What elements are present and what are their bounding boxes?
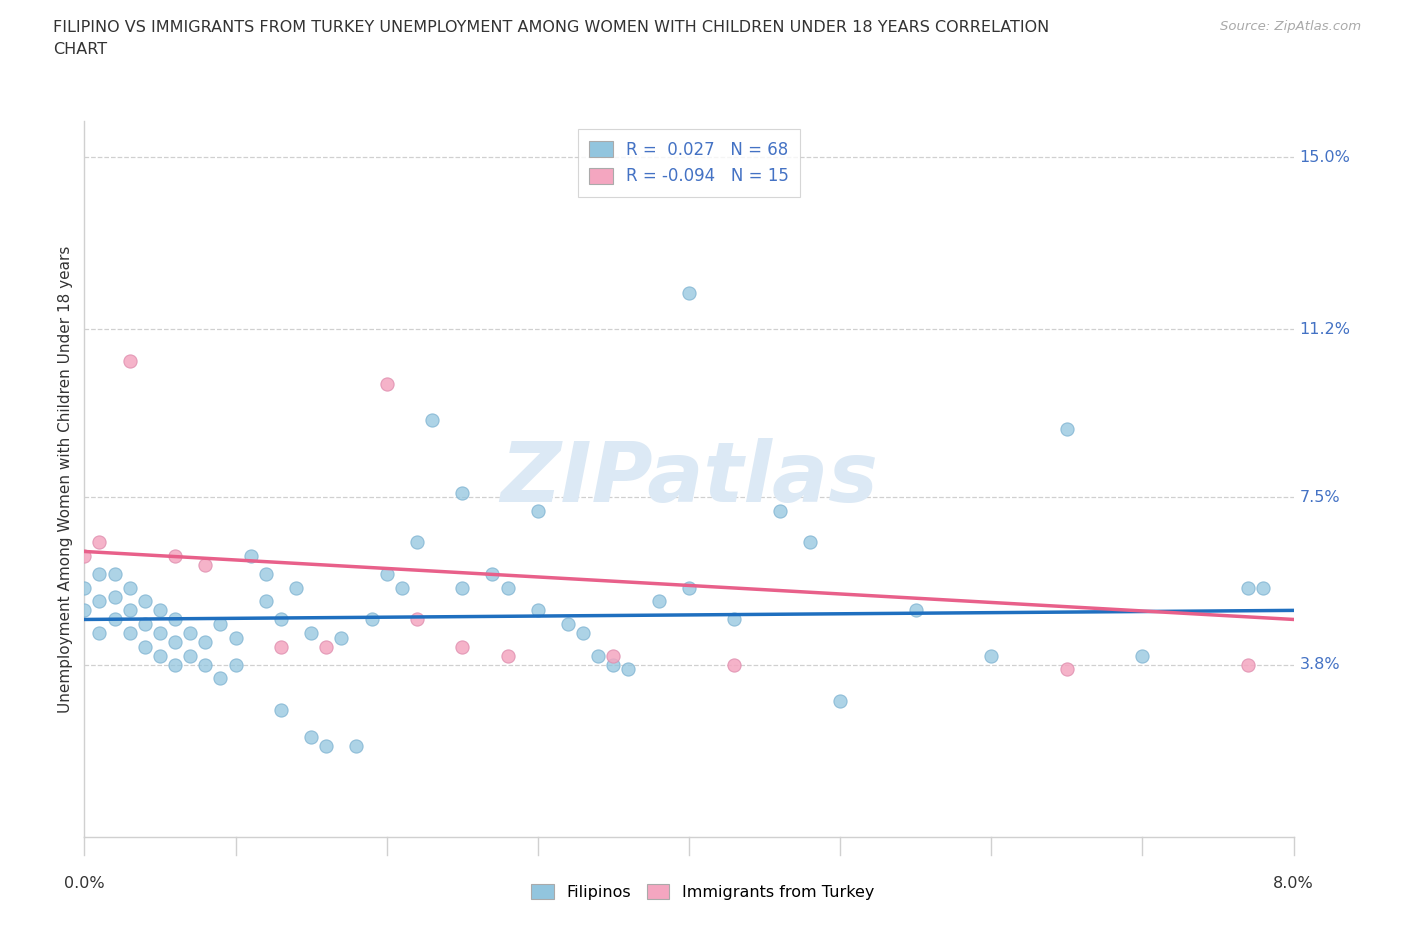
Point	[104, 566, 127, 581]
Point	[165, 634, 187, 649]
Point	[118, 626, 141, 641]
Point	[799, 535, 821, 550]
Text: CHART: CHART	[53, 42, 107, 57]
Point	[89, 566, 111, 581]
Point	[179, 648, 201, 663]
Text: 8.0%: 8.0%	[1274, 876, 1313, 891]
Point	[73, 549, 96, 564]
Text: 3.8%: 3.8%	[1299, 658, 1340, 672]
Point	[194, 658, 217, 672]
Text: 0.0%: 0.0%	[65, 876, 104, 891]
Point	[527, 603, 550, 618]
Point	[723, 658, 745, 672]
Point	[104, 590, 127, 604]
Point	[1132, 648, 1154, 663]
Point	[194, 558, 217, 573]
Point	[165, 549, 187, 564]
Point	[360, 612, 382, 627]
Point	[1253, 580, 1275, 595]
Point	[375, 566, 398, 581]
Text: Source: ZipAtlas.com: Source: ZipAtlas.com	[1220, 20, 1361, 33]
Point	[118, 603, 141, 618]
Point	[89, 535, 111, 550]
Point	[134, 639, 156, 654]
Point	[118, 580, 141, 595]
Point	[209, 617, 232, 631]
Y-axis label: Unemployment Among Women with Children Under 18 years: Unemployment Among Women with Children U…	[58, 246, 73, 712]
Point	[330, 631, 353, 645]
Point	[118, 353, 141, 368]
Point	[980, 648, 1002, 663]
Point	[420, 413, 443, 428]
Point	[194, 634, 217, 649]
Point	[346, 739, 368, 754]
Point	[299, 730, 322, 745]
Point	[270, 703, 292, 718]
Point	[165, 658, 187, 672]
Point	[1237, 580, 1260, 595]
Point	[496, 648, 519, 663]
Point	[527, 503, 550, 518]
Point	[406, 535, 429, 550]
Point	[451, 485, 474, 500]
Point	[149, 626, 172, 641]
Point	[602, 648, 624, 663]
Point	[557, 617, 579, 631]
Point	[270, 612, 292, 627]
Point	[678, 580, 700, 595]
Point	[375, 377, 398, 392]
Point	[1237, 658, 1260, 672]
Point	[299, 626, 322, 641]
Point	[572, 626, 595, 641]
Point	[1056, 421, 1078, 436]
Point	[165, 612, 187, 627]
Point	[134, 617, 156, 631]
Point	[904, 603, 927, 618]
Point	[239, 549, 262, 564]
Point	[481, 566, 503, 581]
Point	[1056, 662, 1078, 677]
Text: FILIPINO VS IMMIGRANTS FROM TURKEY UNEMPLOYMENT AMONG WOMEN WITH CHILDREN UNDER : FILIPINO VS IMMIGRANTS FROM TURKEY UNEMP…	[53, 20, 1050, 35]
Point	[149, 603, 172, 618]
Point	[648, 594, 671, 609]
Point	[451, 580, 474, 595]
Point	[225, 658, 247, 672]
Point	[225, 631, 247, 645]
Point	[270, 639, 292, 654]
Point	[406, 612, 429, 627]
Point	[391, 580, 413, 595]
Point	[134, 594, 156, 609]
Point	[73, 580, 96, 595]
Point	[104, 612, 127, 627]
Text: 7.5%: 7.5%	[1299, 489, 1340, 505]
Point	[315, 739, 337, 754]
Point	[678, 286, 700, 300]
Point	[769, 503, 792, 518]
Point	[209, 671, 232, 685]
Point	[588, 648, 610, 663]
Text: ZIPatlas: ZIPatlas	[501, 438, 877, 520]
Point	[254, 566, 277, 581]
Point	[89, 626, 111, 641]
Legend: R =  0.027   N = 68, R = -0.094   N = 15: R = 0.027 N = 68, R = -0.094 N = 15	[578, 129, 800, 197]
Point	[73, 603, 96, 618]
Point	[285, 580, 308, 595]
Point	[254, 594, 277, 609]
Point	[723, 612, 745, 627]
Point	[602, 658, 624, 672]
Point	[149, 648, 172, 663]
Point	[89, 594, 111, 609]
Point	[830, 694, 852, 709]
Text: 15.0%: 15.0%	[1299, 150, 1350, 165]
Point	[179, 626, 201, 641]
Legend: Filipinos, Immigrants from Turkey: Filipinos, Immigrants from Turkey	[523, 876, 883, 908]
Text: 11.2%: 11.2%	[1299, 322, 1351, 337]
Point	[315, 639, 337, 654]
Point	[617, 662, 640, 677]
Point	[451, 639, 474, 654]
Point	[496, 580, 519, 595]
